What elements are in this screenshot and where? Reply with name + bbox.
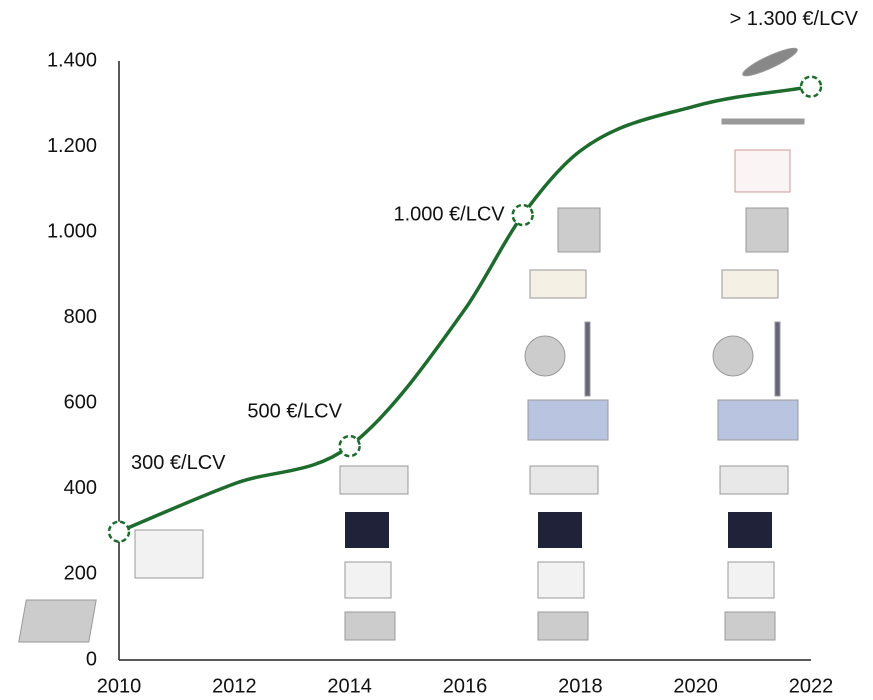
- y-tick-label: 1.000: [47, 220, 97, 242]
- x-tick-label: 2014: [327, 675, 372, 697]
- device-image: [538, 562, 584, 598]
- device-image: [728, 562, 774, 598]
- tray-image: [340, 466, 408, 494]
- battery-image: [345, 512, 389, 548]
- plate-image: [538, 612, 588, 640]
- battery-image: [728, 512, 772, 548]
- plate-image: [345, 612, 395, 640]
- cable-image: [718, 400, 798, 440]
- x-tick-label: 2022: [789, 675, 834, 697]
- panel-image: [746, 208, 788, 252]
- plate-image: [19, 600, 96, 642]
- profile-image: [525, 336, 565, 376]
- annotation: 300 €/LCV: [131, 452, 226, 474]
- y-tick-label: 1.200: [47, 135, 97, 157]
- point-marker: [109, 522, 129, 542]
- y-tick-label: 200: [64, 563, 97, 585]
- harness-image: [530, 270, 586, 298]
- device-image: [135, 530, 203, 578]
- cable-image: [528, 400, 608, 440]
- x-tick-label: 2012: [212, 675, 257, 697]
- point-marker: [513, 205, 533, 225]
- battery-image: [538, 512, 582, 548]
- rod-image: [775, 322, 780, 396]
- y-tick-label: 1.400: [47, 49, 97, 71]
- x-tick-label: 2010: [97, 675, 142, 697]
- annotation: 500 €/LCV: [247, 400, 342, 422]
- tray-image: [530, 466, 598, 494]
- chart: 0 200 400 600 800 1.000 1.200 1.400 2010 2012 2014…: [0, 0, 873, 700]
- profile-image: [713, 336, 753, 376]
- product-images: [19, 44, 804, 642]
- bar-image: [722, 119, 804, 124]
- tube-image: [740, 44, 799, 80]
- harness-image: [722, 270, 778, 298]
- tray-image: [720, 466, 788, 494]
- y-tick-label: 600: [64, 392, 97, 414]
- plate-image: [725, 612, 775, 640]
- rod-image: [585, 322, 590, 396]
- mesh-image: [735, 150, 790, 192]
- x-tick-label: 2018: [558, 675, 603, 697]
- point-marker: [340, 436, 360, 456]
- point-marker: [801, 77, 821, 97]
- y-tick-label: 800: [64, 306, 97, 328]
- x-tick-label: 2016: [443, 675, 488, 697]
- x-tick-label: 2020: [673, 675, 718, 697]
- annotation: 1.000 €/LCV: [393, 203, 505, 225]
- y-tick-label: 0: [86, 648, 97, 670]
- annotation: > 1.300 €/LCV: [730, 8, 859, 30]
- y-tick-label: 400: [64, 477, 97, 499]
- device-image: [345, 562, 391, 598]
- panel-image: [558, 208, 600, 252]
